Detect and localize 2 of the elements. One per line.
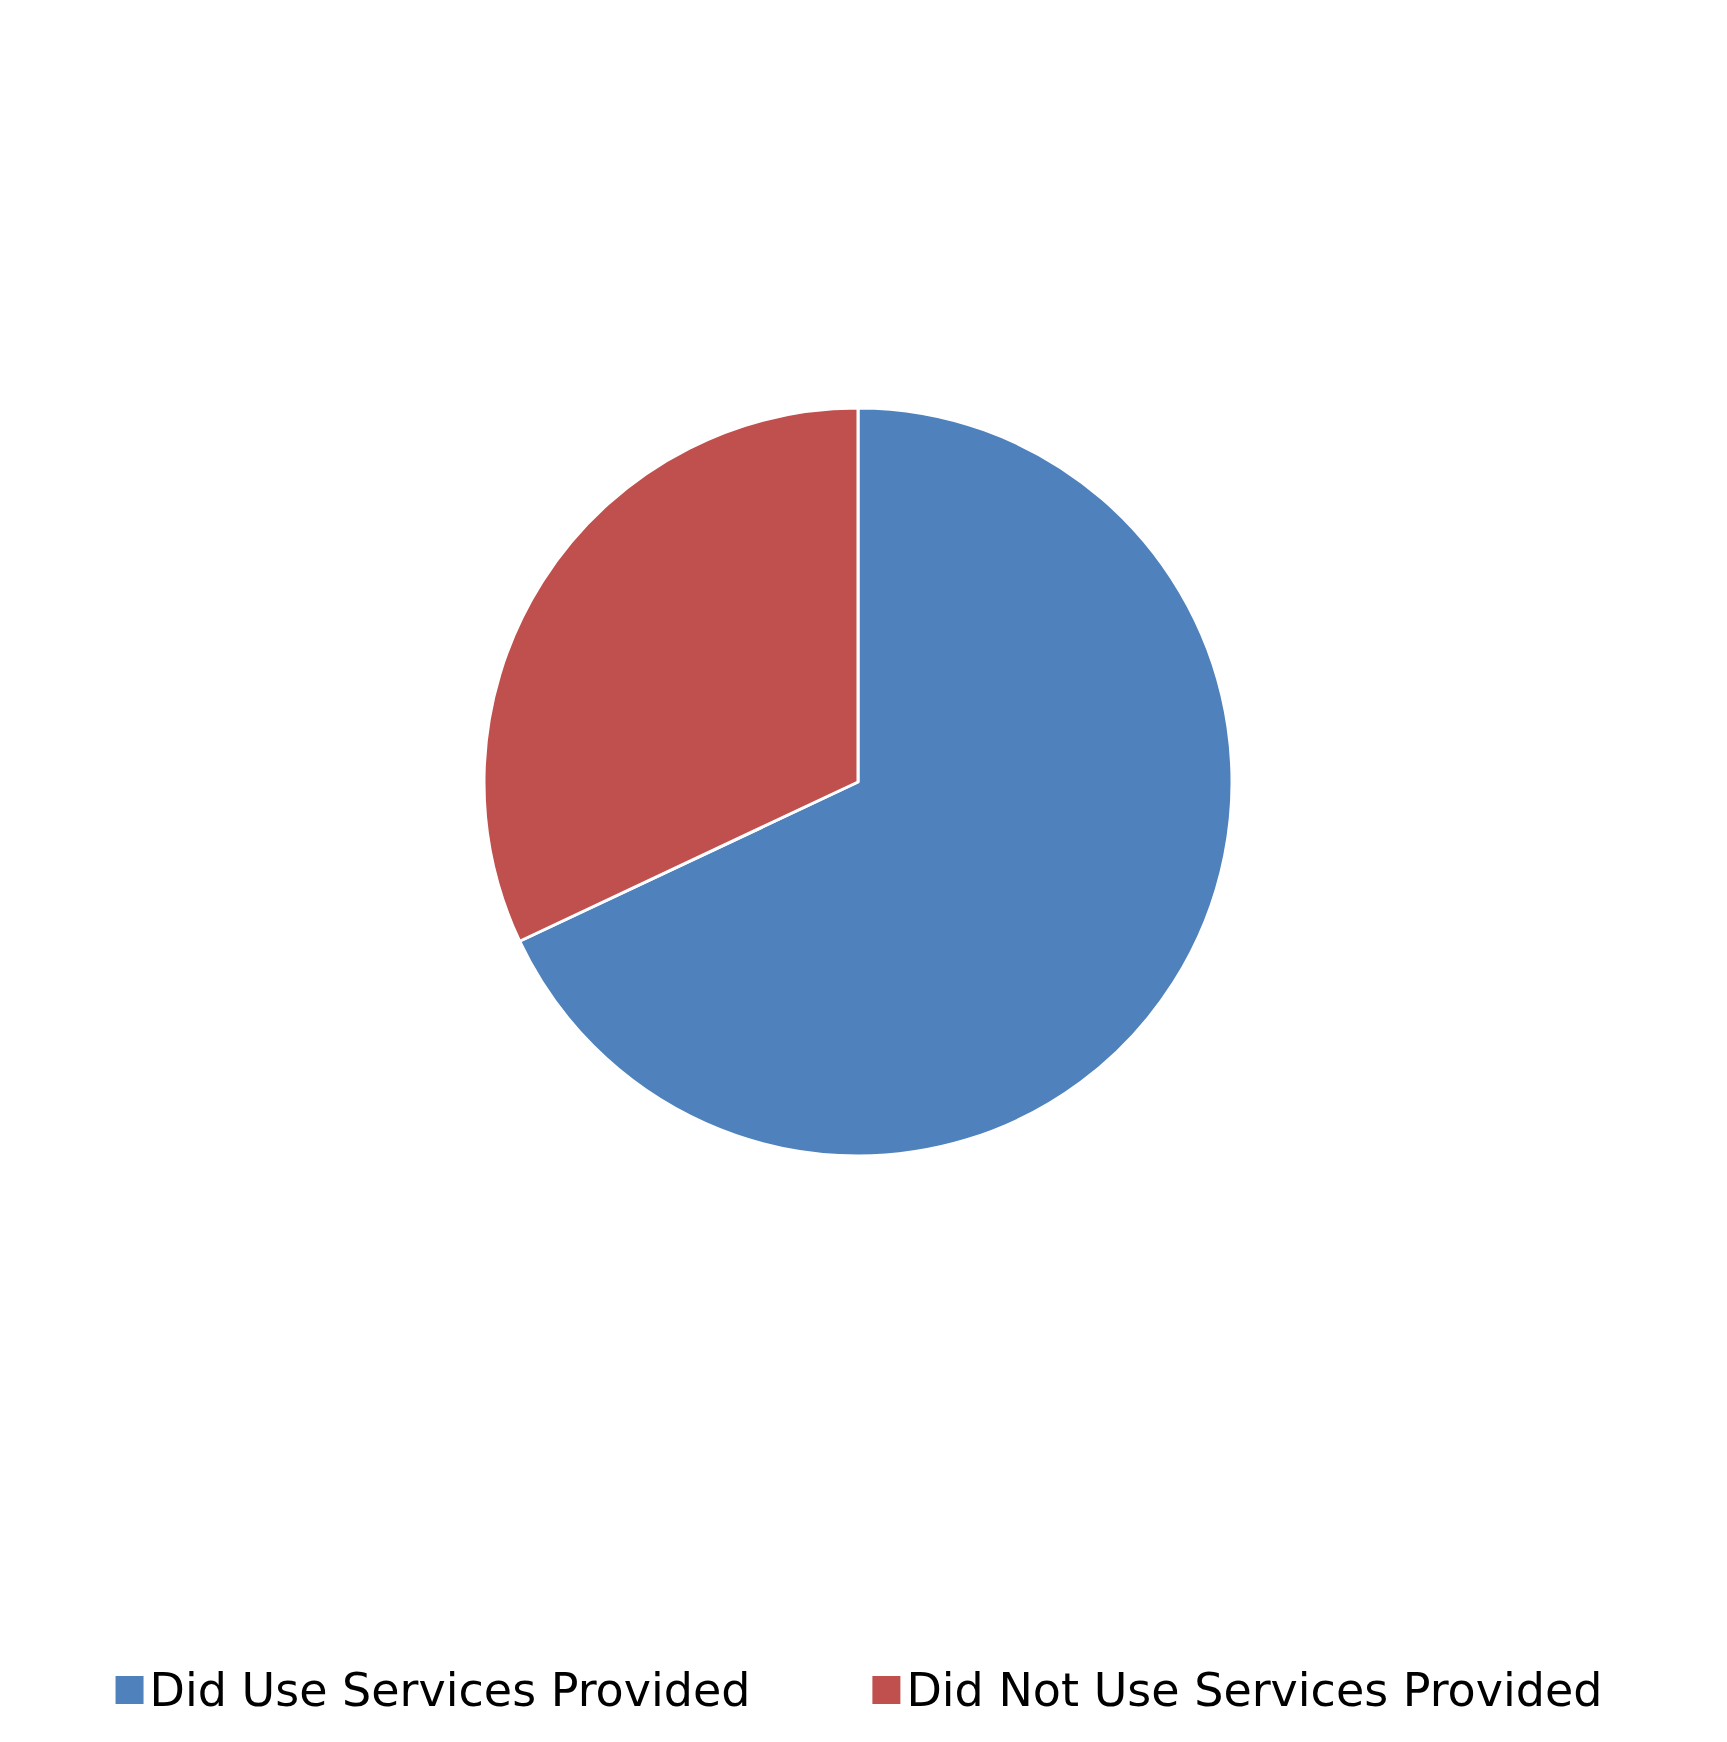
legend-label: Did Use Services Provided bbox=[149, 1663, 751, 1717]
legend-label: Did Not Use Services Provided bbox=[906, 1663, 1603, 1717]
